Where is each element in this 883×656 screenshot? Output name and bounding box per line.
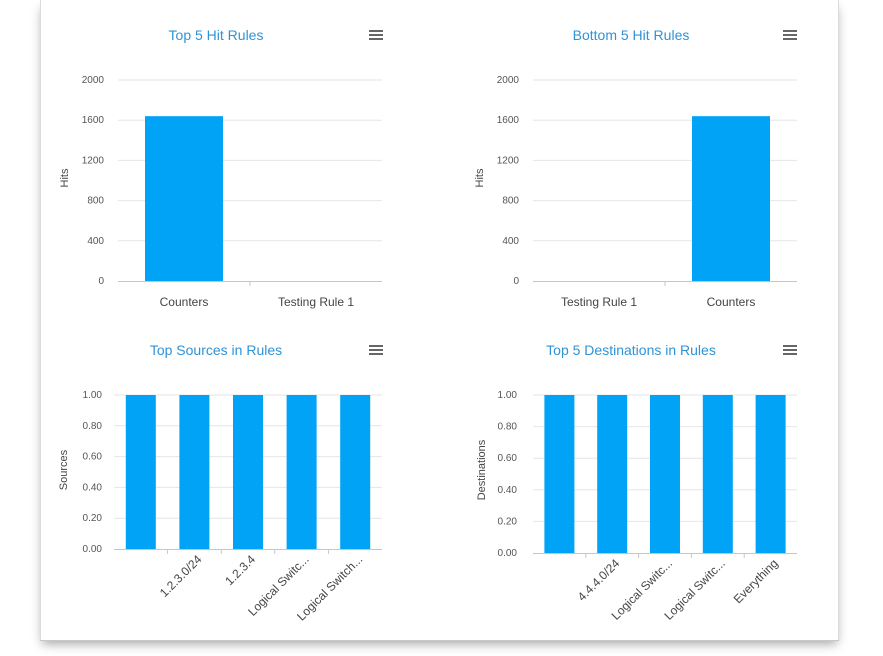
menu-line [369, 34, 383, 36]
bar[interactable] [125, 395, 156, 549]
chart-top-sources: Top Sources in Rules 0.00 0.20 0.40 0.60 0.80… [58, 342, 383, 623]
card-bottom-edge [40, 640, 839, 641]
menu-line [783, 34, 797, 36]
x-category-label: 1.2.3.0/24 [157, 552, 205, 600]
y-tick-label: 0.80 [83, 421, 103, 432]
menu-line [783, 353, 797, 355]
bar[interactable] [650, 395, 680, 553]
menu-line [783, 30, 797, 32]
y-tick-label: 1600 [82, 115, 105, 126]
bar[interactable] [597, 395, 628, 553]
menu-line [783, 349, 797, 351]
x-category-label: Testing Rule 1 [278, 295, 354, 309]
y-axis-label: Sources [58, 449, 70, 490]
y-tick-label: 0.80 [498, 422, 518, 433]
y-tick-label: 0.60 [83, 452, 103, 463]
y-tick-label: 800 [502, 196, 519, 207]
x-category-label: Everything [731, 556, 781, 606]
y-tick-label: 0.60 [498, 453, 518, 464]
bar[interactable] [544, 395, 575, 553]
x-category-label: Testing Rule 1 [561, 295, 637, 309]
bar[interactable] [702, 395, 733, 553]
menu-line [369, 353, 383, 355]
y-tick-label: 400 [502, 236, 519, 247]
bar[interactable] [179, 395, 210, 549]
y-tick-label: 0.20 [83, 513, 103, 524]
y-tick-label: 2000 [497, 75, 520, 86]
bar[interactable] [755, 395, 786, 553]
menu-line [783, 38, 797, 40]
y-tick-label: 0 [98, 276, 104, 287]
hamburger-menu-icon[interactable] [369, 345, 383, 355]
y-tick-label: 2000 [82, 75, 105, 86]
y-tick-label: 1.00 [83, 390, 103, 401]
y-tick-label: 1200 [497, 155, 520, 166]
bar[interactable] [692, 116, 770, 282]
menu-line [783, 345, 797, 347]
y-axis-label: Hits [59, 168, 71, 187]
chart-title: Top Sources in Rules [150, 342, 282, 358]
x-category-label: Counters [707, 295, 756, 309]
chart-top5-hit: Top 5 Hit Rules 0 400 800 1200 1600 2000 Hits Co… [59, 27, 383, 309]
y-axis-label: Hits [474, 168, 486, 187]
y-tick-label: 1.00 [498, 390, 518, 401]
x-category-label: 4.4.4.0/24 [575, 556, 623, 604]
y-axis-label: Destinations [476, 439, 488, 500]
y-tick-label: 0.40 [83, 482, 103, 493]
chart-bottom5-hit: Bottom 5 Hit Rules 0 400 800 1200 1600 2000 Hit… [474, 27, 797, 309]
x-category-label: 1.2.3.4 [222, 552, 258, 588]
bar[interactable] [145, 116, 223, 282]
menu-line [369, 345, 383, 347]
chart-title: Bottom 5 Hit Rules [573, 27, 690, 43]
chart-title: Top 5 Hit Rules [169, 27, 264, 43]
chart-top5-destinations: Top 5 Destinations in Rules 0.00 0.20 0.40 0… [476, 342, 797, 623]
y-tick-label: 0 [513, 276, 519, 287]
y-tick-label: 400 [87, 236, 104, 247]
menu-line [369, 349, 383, 351]
y-tick-label: 0.00 [498, 548, 518, 559]
y-tick-label: 1600 [497, 115, 520, 126]
y-tick-label: 1200 [82, 155, 105, 166]
menu-line [369, 30, 383, 32]
y-tick-label: 0.20 [498, 516, 518, 527]
x-category-label: Counters [160, 295, 209, 309]
y-tick-label: 800 [87, 196, 104, 207]
menu-line [369, 38, 383, 40]
hamburger-menu-icon[interactable] [369, 30, 383, 40]
chart-title: Top 5 Destinations in Rules [546, 342, 716, 358]
y-tick-label: 0.40 [498, 485, 518, 496]
bar[interactable] [286, 395, 317, 549]
hamburger-menu-icon[interactable] [783, 345, 797, 355]
bar[interactable] [233, 395, 263, 549]
bar[interactable] [340, 395, 371, 549]
y-tick-label: 0.00 [83, 544, 103, 555]
hamburger-menu-icon[interactable] [783, 30, 797, 40]
